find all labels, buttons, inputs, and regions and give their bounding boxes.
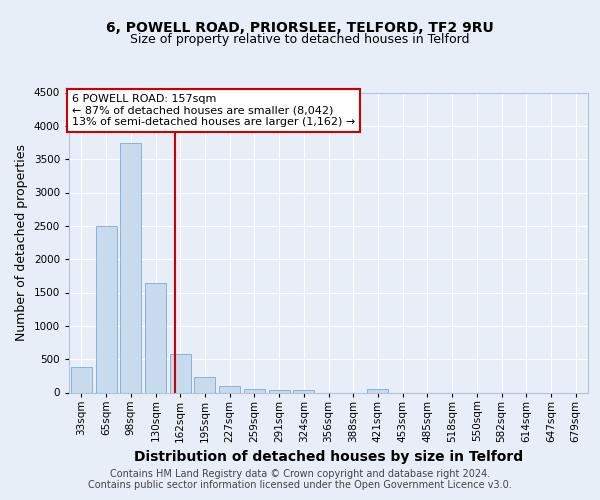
Bar: [194, 376, 215, 392]
Text: 6 POWELL ROAD: 157sqm
← 87% of detached houses are smaller (8,042)
13% of semi-d: 6 POWELL ROAD: 157sqm ← 87% of detached …: [71, 94, 355, 127]
Bar: [367, 389, 388, 392]
Text: Contains HM Land Registry data © Crown copyright and database right 2024.: Contains HM Land Registry data © Crown c…: [110, 469, 490, 479]
Bar: [219, 386, 240, 392]
Text: 6, POWELL ROAD, PRIORSLEE, TELFORD, TF2 9RU: 6, POWELL ROAD, PRIORSLEE, TELFORD, TF2 …: [106, 20, 494, 34]
Text: Size of property relative to detached houses in Telford: Size of property relative to detached ho…: [130, 34, 470, 46]
Bar: [145, 282, 166, 393]
Bar: [293, 390, 314, 392]
Bar: [71, 367, 92, 392]
Bar: [244, 388, 265, 392]
X-axis label: Distribution of detached houses by size in Telford: Distribution of detached houses by size …: [134, 450, 523, 464]
Bar: [120, 142, 141, 392]
Bar: [170, 354, 191, 393]
Bar: [269, 390, 290, 392]
Text: Contains public sector information licensed under the Open Government Licence v3: Contains public sector information licen…: [88, 480, 512, 490]
Y-axis label: Number of detached properties: Number of detached properties: [15, 144, 28, 341]
Bar: [95, 226, 116, 392]
